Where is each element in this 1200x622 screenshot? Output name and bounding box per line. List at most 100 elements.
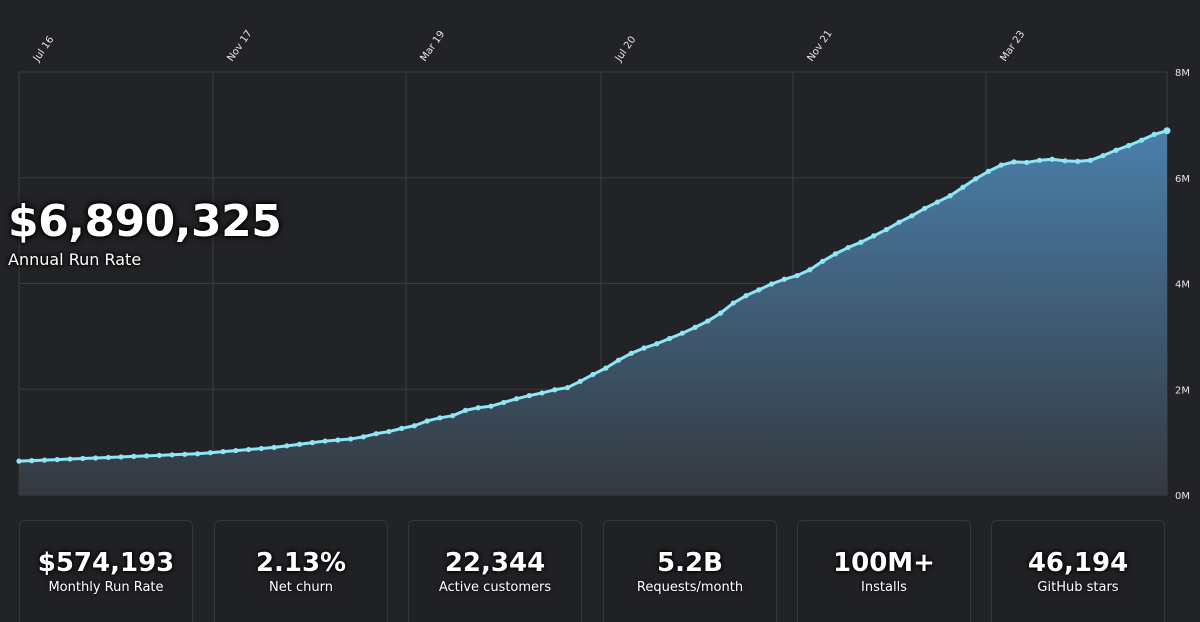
y-tick-label: 6M: [1175, 174, 1190, 185]
data-point: [807, 267, 813, 273]
data-point: [1036, 157, 1043, 163]
stat-label: Active customers: [438, 580, 552, 595]
data-point: [832, 251, 838, 257]
x-tick-label: Nov 21: [805, 28, 834, 63]
x-tick-label: Jul 16: [31, 35, 57, 65]
data-point: [666, 335, 673, 342]
data-point: [552, 387, 558, 393]
stat-label: Requests/month: [636, 580, 744, 595]
data-point: [143, 453, 150, 459]
data-point: [1151, 131, 1157, 137]
data-point: [411, 423, 418, 429]
stat-value: 2.13%: [255, 548, 347, 578]
stat-label: Monthly Run Rate: [48, 580, 164, 595]
stat-value: 46,194: [1027, 548, 1129, 578]
stat-card-monthly-run-rate: $574,193 Monthly Run Rate: [19, 520, 193, 622]
data-point: [590, 371, 596, 378]
data-point: [973, 176, 979, 182]
data-point: [845, 244, 851, 251]
data-point: [462, 407, 469, 413]
run-rate-chart: Jul 16 Nov 17 Mar 19 Jul 20 Nov 21 Mar 23 0M 2…: [8, 28, 1190, 500]
data-point: [628, 350, 634, 356]
data-point: [169, 452, 175, 458]
y-axis-ticks: 0M 2M 4M 6M 8M: [1175, 68, 1190, 500]
stat-card-requests-month: 5.2B Requests/month: [603, 520, 777, 622]
data-point: [80, 455, 86, 462]
data-point: [692, 324, 698, 330]
data-point: [615, 357, 622, 363]
data-point: [717, 310, 724, 316]
data-point: [284, 443, 290, 449]
y-tick-label: 0M: [1175, 491, 1190, 500]
data-point: [577, 378, 583, 384]
data-point: [67, 456, 73, 462]
data-point: [1024, 159, 1030, 166]
data-point: [424, 418, 430, 424]
data-point: [16, 458, 22, 464]
data-point: [233, 447, 239, 454]
data-point: [947, 193, 953, 199]
annual-run-rate-value: $6,890,325: [8, 196, 282, 247]
data-point: [1126, 142, 1132, 149]
data-point: [475, 405, 481, 411]
data-point: [985, 168, 992, 174]
data-point: [1100, 152, 1106, 159]
area-path: [19, 130, 1167, 495]
data-point: [934, 199, 941, 205]
data-point: [194, 451, 201, 457]
data-point: [743, 293, 749, 299]
stat-label: GitHub stars: [1037, 580, 1119, 595]
y-tick-label: 8M: [1175, 68, 1190, 79]
data-point: [501, 399, 507, 406]
y-tick-label: 4M: [1175, 280, 1190, 291]
stat-value: $574,193: [37, 548, 175, 578]
data-point: [781, 276, 787, 282]
data-point: [437, 415, 443, 421]
data-point: [335, 437, 341, 443]
series-points: [16, 127, 1171, 464]
data-point: [309, 440, 315, 446]
stat-label: Installs: [861, 580, 907, 595]
data-point: [271, 444, 277, 451]
data-point: [820, 258, 826, 264]
data-point: [182, 451, 188, 457]
stat-value: 5.2B: [657, 548, 723, 578]
stat-label: Net churn: [269, 580, 333, 595]
stat-card-active-customers: 22,344 Active customers: [408, 520, 582, 622]
data-point: [603, 365, 609, 371]
data-point: [92, 455, 99, 461]
data-point: [871, 233, 877, 239]
data-point: [131, 453, 137, 459]
data-point: [1075, 158, 1081, 164]
data-point: [909, 213, 915, 219]
data-point: [220, 449, 226, 455]
data-point: [756, 287, 762, 293]
annual-run-rate-label: Annual Run Rate: [8, 250, 142, 269]
area-chart-svg: Jul 16 Nov 17 Mar 19 Jul 20 Nov 21 Mar 23 0M 2…: [16, 28, 1190, 500]
x-tick-label: Mar 23: [998, 29, 1027, 64]
x-tick-label: Jul 20: [613, 35, 639, 65]
data-point: [1011, 159, 1017, 165]
data-point: [258, 445, 264, 452]
data-point: [883, 226, 889, 233]
data-point: [768, 281, 775, 287]
y-tick-label: 2M: [1175, 385, 1190, 396]
stats-row: $574,193 Monthly Run Rate 2.13% Net chur…: [19, 520, 1167, 622]
data-point: [896, 219, 902, 225]
data-point: [322, 438, 328, 444]
data-point: [360, 434, 366, 440]
data-point: [960, 184, 966, 190]
data-point: [654, 341, 660, 347]
data-point: [105, 454, 111, 461]
data-point: [922, 205, 928, 212]
data-point: [348, 436, 354, 442]
data-point: [29, 458, 35, 464]
data-point: [246, 446, 252, 453]
headline-block: $6,890,325 Annual Run Rate: [8, 194, 282, 269]
data-point: [679, 330, 685, 336]
data-point: [54, 456, 60, 463]
stat-value: 22,344: [444, 548, 546, 578]
stat-value: 100M+: [833, 548, 935, 578]
data-point: [156, 452, 162, 458]
data-point: [1049, 156, 1055, 162]
